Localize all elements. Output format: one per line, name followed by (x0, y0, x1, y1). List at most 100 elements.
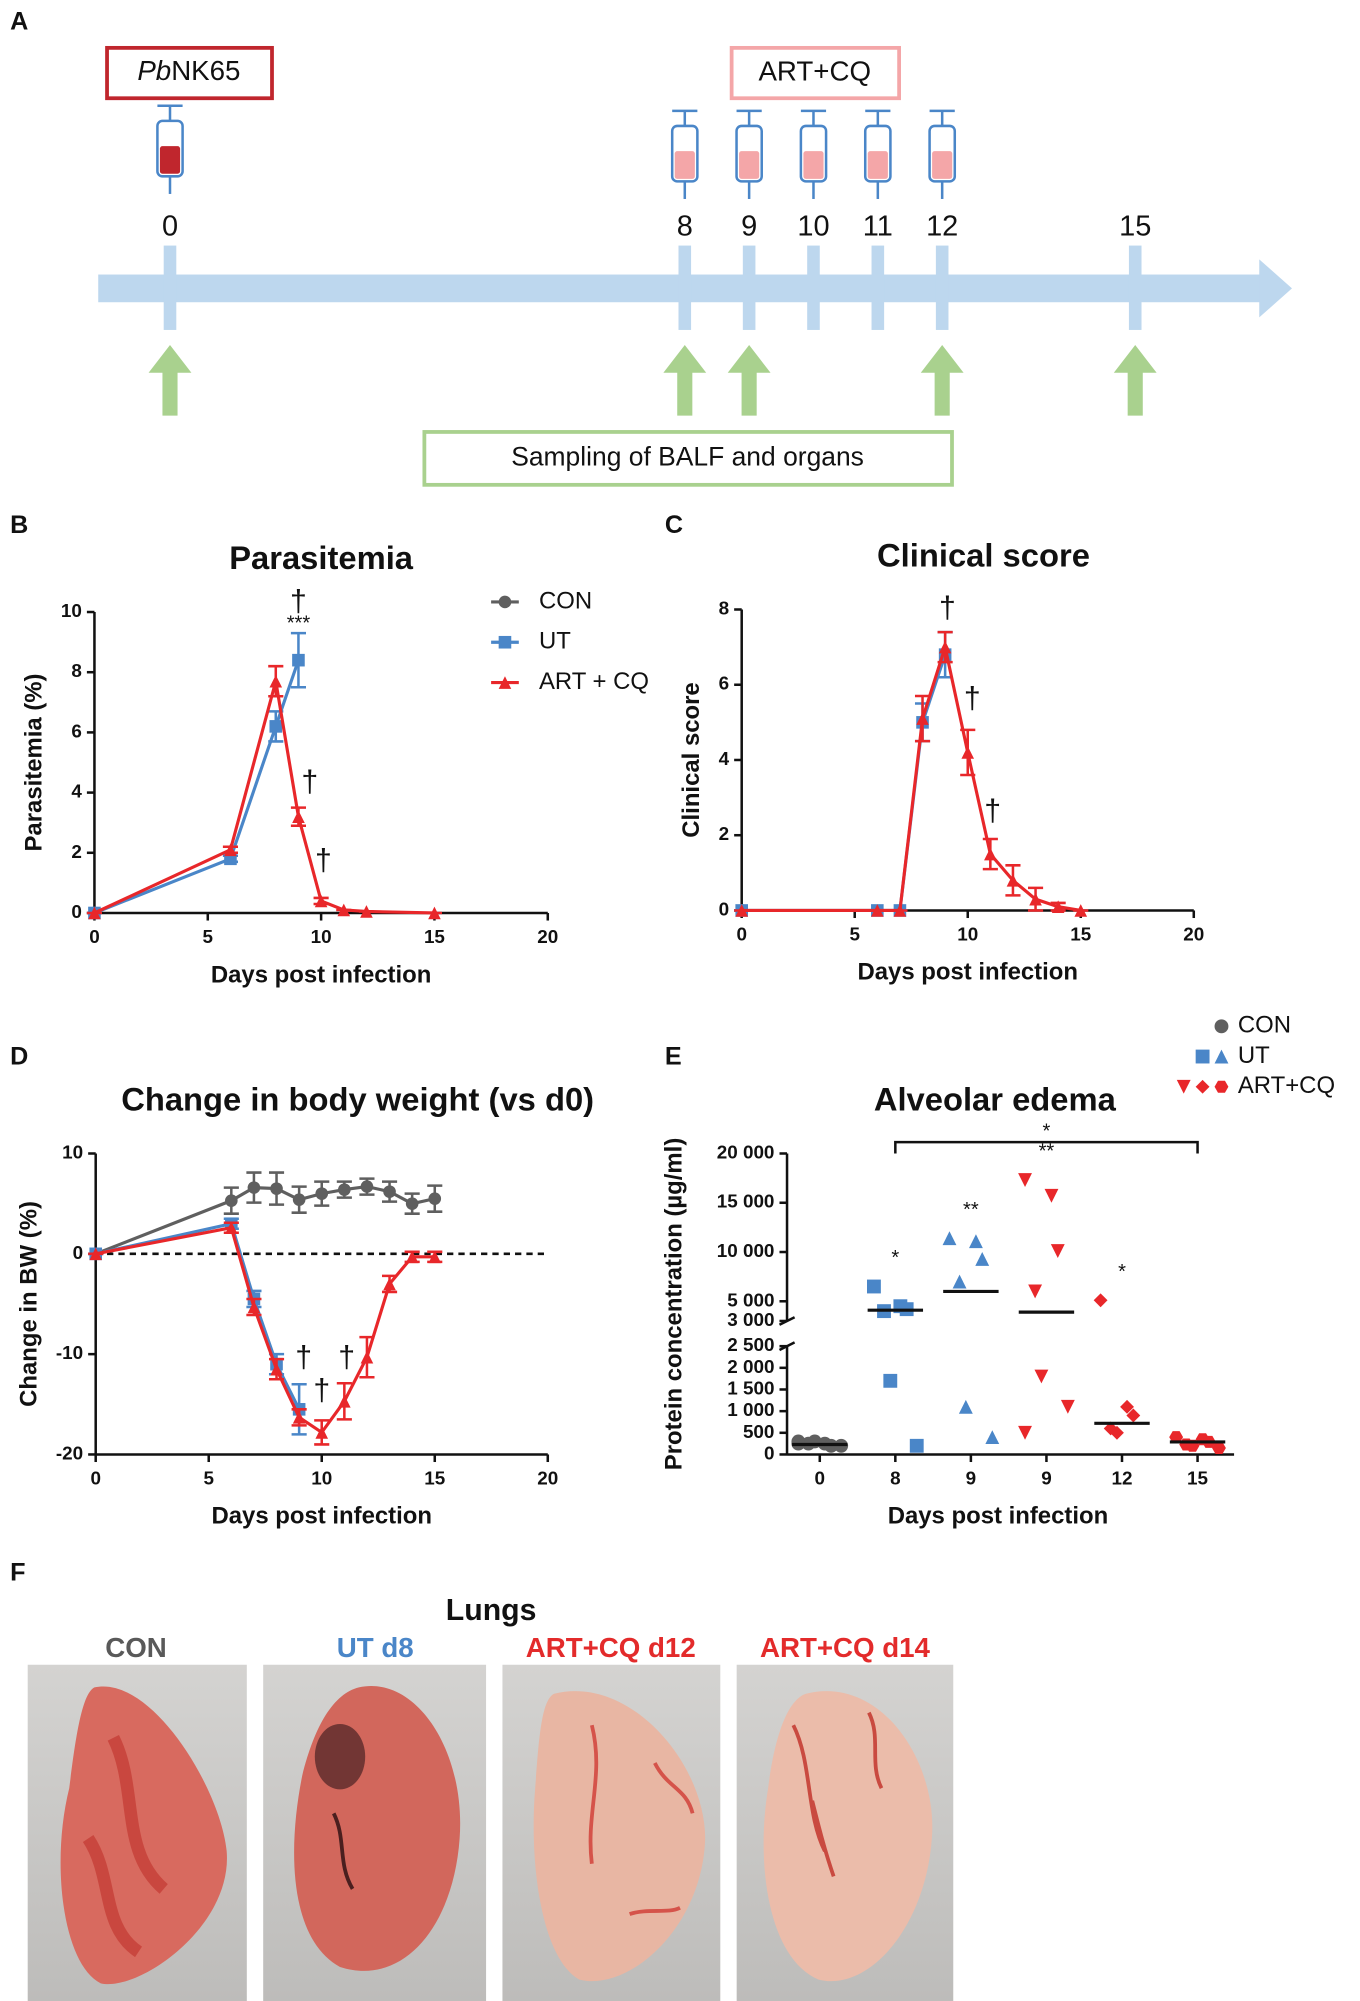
data-point (1093, 1293, 1108, 1308)
y-tick-label: 10 (61, 601, 82, 622)
x-tick-label: 9 (966, 1469, 977, 1490)
syringe-content (159, 146, 181, 174)
annotation: † (964, 682, 981, 715)
x-tick-label: 15 (424, 1469, 445, 1490)
x-axis-label: Days post infection (888, 1503, 1109, 1530)
y-tick-label: 8 (719, 598, 730, 619)
y-tick-label: 10 (62, 1142, 83, 1163)
data-point (360, 1350, 374, 1364)
annotation: *** (287, 612, 311, 634)
significance: ** (963, 1199, 979, 1221)
panel-label: A (10, 7, 28, 35)
y-tick-label: 500 (743, 1422, 775, 1443)
lung-detail (588, 1724, 695, 1916)
data-point (292, 1193, 306, 1206)
syringe (670, 109, 699, 199)
data-point (1110, 1425, 1124, 1440)
day-label: 12 (926, 211, 958, 243)
y-tick-label: 0 (71, 902, 82, 923)
y-tick-label: 3 000 (727, 1310, 774, 1331)
data-point (1034, 1369, 1049, 1384)
data-point (338, 1183, 351, 1196)
day-label: 11 (863, 211, 893, 243)
y-axis-label: Parasitemia (%) (21, 673, 48, 851)
data-point (1028, 1284, 1043, 1299)
data-point (735, 904, 748, 917)
day-tick (678, 245, 692, 330)
data-point (88, 906, 101, 920)
sampling-box (422, 430, 954, 487)
sampling-arrow (727, 345, 771, 416)
data-point (1120, 1399, 1134, 1414)
x-tick-label: 5 (203, 1469, 214, 1490)
data-point (428, 1192, 442, 1205)
syringe-content (803, 151, 824, 179)
photo-caption: ART+CQ d14 (760, 1632, 931, 1663)
photo-caption: CON (105, 1632, 167, 1663)
y-tick-label: 2 (719, 824, 730, 845)
syringe (156, 104, 184, 194)
legend-label: CON (1238, 1012, 1291, 1039)
legend-marker (1214, 1080, 1229, 1093)
syringe-content (932, 151, 953, 179)
x-tick-label: 12 (1112, 1469, 1133, 1490)
annotation: † (315, 844, 332, 877)
legend-marker (1176, 1079, 1191, 1094)
y-axis-label: Change in BW (%) (16, 1201, 43, 1407)
syringe-content (739, 151, 760, 179)
sampling-arrow (920, 345, 964, 416)
x-axis-label: Days post infection (211, 961, 432, 988)
x-tick-label: 5 (203, 927, 214, 948)
data-point (909, 1438, 924, 1453)
photo-caption: UT d8 (337, 1632, 414, 1663)
photos-title: Lungs (446, 1594, 537, 1627)
syringe-content (674, 151, 695, 179)
data-point (1074, 904, 1088, 917)
legend-marker (498, 635, 512, 649)
sampling-label: Sampling of BALF and organs (511, 441, 864, 471)
y-tick-label: 10 000 (717, 1241, 775, 1262)
legend-marker (1195, 1079, 1210, 1094)
lung-detail (82, 1734, 169, 1958)
chart-title: Alveolar edema (874, 1081, 1117, 1118)
data-point (292, 810, 305, 823)
x-tick-label: 9 (1041, 1469, 1052, 1490)
data-point (405, 1197, 419, 1210)
series-line (93, 659, 300, 915)
infection-italic: Pb (137, 55, 171, 86)
panel-label: B (10, 511, 28, 539)
day-tick (163, 245, 177, 330)
treatment-label: ART+CQ (758, 55, 871, 86)
y-tick-label: 0 (764, 1443, 775, 1464)
y-tick-label: -10 (56, 1343, 83, 1364)
syringe (735, 109, 763, 199)
data-point (1050, 1244, 1065, 1258)
x-tick-label: 20 (537, 927, 558, 948)
data-point (360, 1180, 374, 1193)
data-point (383, 1277, 396, 1291)
data-point (975, 1251, 990, 1266)
timeline-arrowhead (1259, 259, 1292, 318)
day-tick (742, 245, 756, 330)
annotation: † (984, 795, 1001, 828)
data-point (315, 1187, 329, 1200)
x-tick-label: 0 (90, 1469, 100, 1490)
y-tick-label: 4 (719, 749, 730, 770)
y-tick-label: 2 (71, 842, 82, 863)
data-point (1018, 1173, 1032, 1188)
series-line (93, 680, 435, 915)
y-tick-label: 0 (719, 899, 730, 920)
day-tick (935, 245, 949, 330)
data-point (337, 903, 351, 917)
data-point (807, 1434, 822, 1449)
y-tick-label: 15 000 (717, 1192, 775, 1213)
sampling-arrow (663, 345, 707, 416)
legend-label: ART + CQ (539, 668, 649, 695)
data-point (428, 906, 441, 920)
data-point (247, 1300, 261, 1314)
legend-label: UT (1238, 1042, 1270, 1069)
y-tick-label: 6 (719, 674, 730, 695)
lung-detail (332, 1812, 355, 1890)
data-point (1051, 900, 1065, 913)
